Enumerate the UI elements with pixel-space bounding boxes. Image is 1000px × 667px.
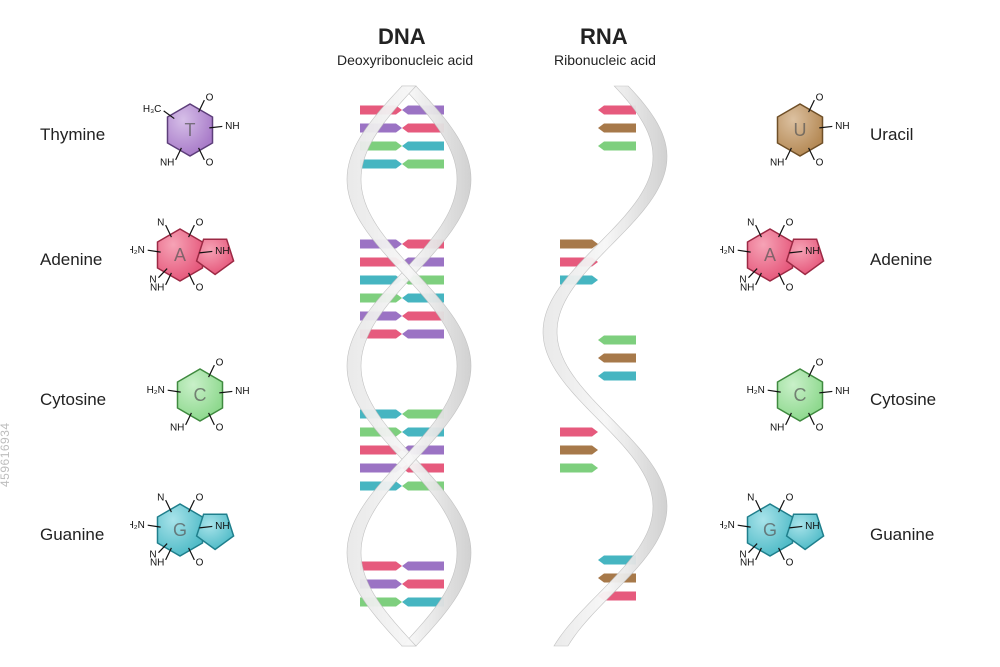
svg-text:N: N [747, 493, 754, 504]
guanine-molecule-icon: ONHONHH₂NNNG [720, 475, 870, 585]
diagram-canvas: DNA Deoxyribonucleic acid RNA Ribonuclei… [0, 0, 1000, 667]
adenine-molecule-icon: ONHONHH₂NNNA [130, 200, 280, 310]
svg-text:N: N [739, 550, 746, 561]
svg-text:NH: NH [215, 521, 229, 532]
svg-text:H₂N: H₂N [147, 385, 165, 396]
svg-text:N: N [149, 550, 156, 561]
svg-text:NH: NH [805, 246, 819, 257]
svg-text:O: O [206, 158, 214, 169]
cytosine-molecule-icon: O NH O NH H₂N C [740, 340, 890, 450]
svg-text:A: A [764, 245, 776, 265]
svg-text:O: O [196, 283, 204, 294]
guanine-molecule-icon: ONHONHH₂NNNG [130, 475, 280, 585]
uracil-molecule-icon: O NH O NH U [740, 75, 890, 185]
svg-text:N: N [739, 275, 746, 286]
cytosine-molecule-icon: O NH O NH H₂N C [140, 340, 290, 450]
svg-text:C: C [194, 385, 207, 405]
svg-text:O: O [196, 493, 204, 504]
thymine-label: Thymine [40, 125, 105, 145]
adenine-label: Adenine [870, 250, 932, 270]
uracil-label: Uracil [870, 125, 913, 145]
svg-text:O: O [786, 283, 794, 294]
svg-text:O: O [816, 158, 824, 169]
svg-text:NH: NH [235, 386, 249, 397]
svg-text:A: A [174, 245, 186, 265]
svg-text:O: O [206, 93, 214, 104]
cytosine-label: Cytosine [870, 390, 936, 410]
svg-text:O: O [816, 358, 824, 369]
cytosine-label: Cytosine [40, 390, 106, 410]
thymine-molecule-icon: H₃C O NH O NH T [130, 75, 280, 185]
svg-text:H₃C: H₃C [143, 104, 162, 115]
svg-text:O: O [196, 218, 204, 229]
svg-text:NH: NH [215, 246, 229, 257]
svg-text:N: N [149, 275, 156, 286]
svg-text:U: U [794, 120, 807, 140]
svg-text:T: T [185, 120, 196, 140]
adenine-molecule-icon: ONHONHH₂NNNA [720, 200, 870, 310]
svg-text:O: O [216, 423, 224, 434]
svg-text:NH: NH [160, 158, 174, 169]
svg-text:NH: NH [770, 158, 784, 169]
svg-text:NH: NH [170, 423, 184, 434]
svg-text:O: O [816, 423, 824, 434]
svg-text:H₂N: H₂N [747, 385, 765, 396]
svg-text:H₂N: H₂N [720, 520, 735, 531]
adenine-label: Adenine [40, 250, 102, 270]
svg-text:C: C [794, 385, 807, 405]
guanine-label: Guanine [870, 525, 934, 545]
svg-text:N: N [747, 218, 754, 229]
svg-text:NH: NH [805, 521, 819, 532]
svg-text:N: N [157, 218, 164, 229]
svg-text:N: N [157, 493, 164, 504]
svg-text:G: G [763, 520, 777, 540]
svg-text:H₂N: H₂N [130, 520, 145, 531]
svg-text:O: O [786, 558, 794, 569]
svg-text:O: O [816, 93, 824, 104]
svg-text:G: G [173, 520, 187, 540]
svg-text:O: O [216, 358, 224, 369]
svg-text:O: O [196, 558, 204, 569]
svg-text:NH: NH [835, 386, 849, 397]
svg-text:NH: NH [835, 121, 849, 132]
guanine-label: Guanine [40, 525, 104, 545]
svg-text:H₂N: H₂N [130, 245, 145, 256]
svg-text:O: O [786, 493, 794, 504]
svg-text:NH: NH [770, 423, 784, 434]
svg-text:H₂N: H₂N [720, 245, 735, 256]
svg-text:NH: NH [225, 121, 239, 132]
svg-text:O: O [786, 218, 794, 229]
